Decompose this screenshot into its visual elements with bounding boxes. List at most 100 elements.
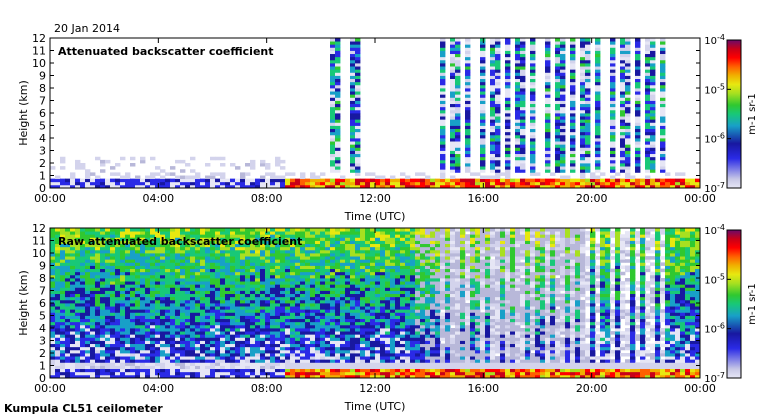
heatmap-cell [225, 340, 231, 345]
heatmap-cell [180, 371, 186, 376]
heatmap-cell [315, 231, 321, 235]
heatmap-cell [350, 128, 356, 133]
heatmap-cell [610, 131, 616, 136]
heatmap-cell [225, 306, 231, 310]
heatmap-cell [125, 334, 131, 338]
heatmap-cell [360, 237, 366, 241]
heatmap-cell [495, 169, 501, 173]
heatmap-cell [330, 113, 336, 117]
heatmap-cell [505, 119, 511, 123]
heatmap-cell [320, 181, 326, 186]
heatmap-cell [190, 365, 196, 370]
heatmap-cell [660, 116, 666, 120]
heatmap-cell [530, 100, 536, 105]
heatmap-cell [75, 237, 81, 241]
heatmap-cell [495, 150, 501, 155]
heatmap-cell [240, 281, 246, 285]
heatmap-cell [50, 346, 56, 351]
heatmap-cell [595, 169, 601, 173]
heatmap-cell [505, 94, 511, 98]
heatmap-cell [680, 172, 686, 176]
heatmap-cell [175, 296, 181, 301]
heatmap-cell [130, 328, 136, 332]
heatmap-cell [265, 184, 271, 188]
heatmap-cell [115, 324, 121, 329]
heatmap-cell [65, 278, 71, 282]
heatmap-cell [130, 259, 136, 263]
heatmap-cell [100, 337, 106, 341]
heatmap-cell [115, 240, 121, 245]
heatmap-cell [335, 97, 341, 101]
heatmap-cell [90, 274, 96, 279]
heatmap-cell [165, 315, 171, 320]
heatmap-cell [195, 243, 201, 248]
heatmap-cell [240, 262, 246, 266]
heatmap-cell [455, 150, 461, 155]
heatmap-cell [65, 284, 71, 288]
heatmap-cell [360, 368, 366, 373]
heatmap-cell [480, 184, 486, 188]
heatmap-cell [515, 100, 521, 105]
heatmap-cell [180, 268, 186, 273]
heatmap-cell [125, 356, 131, 360]
heatmap-cell [105, 284, 111, 288]
heatmap-cell [265, 374, 271, 378]
heatmap-cell [250, 265, 256, 270]
heatmap-cell [515, 66, 521, 70]
heatmap-cell [495, 72, 501, 76]
heatmap-cell [150, 346, 156, 351]
heatmap-cell [110, 337, 116, 341]
heatmap-cell [230, 359, 236, 363]
heatmap-cell [350, 103, 356, 108]
heatmap-cell [140, 337, 146, 341]
heatmap-cell [155, 362, 161, 366]
heatmap-cell [185, 234, 191, 238]
heatmap-cell [505, 109, 511, 114]
heatmap-cell [100, 303, 106, 307]
heatmap-cell [255, 243, 261, 248]
heatmap-cell [275, 234, 281, 238]
heatmap-cell [465, 125, 471, 130]
heatmap-cell [490, 150, 496, 155]
heatmap-cell [220, 243, 226, 248]
heatmap-cell [315, 253, 321, 257]
heatmap-cell [545, 84, 551, 89]
heatmap-cell [145, 368, 151, 373]
heatmap-cell [270, 234, 276, 238]
heatmap-cell [480, 81, 486, 86]
heatmap-cell [70, 265, 76, 270]
heatmap-cell [155, 268, 161, 273]
heatmap-cell [135, 268, 141, 273]
heatmap-cell [135, 296, 141, 301]
heatmap-cell [70, 309, 76, 313]
heatmap-cell [265, 312, 271, 316]
heatmap-cell [150, 249, 156, 254]
heatmap-cell [360, 246, 366, 251]
heatmap-cell [335, 265, 341, 270]
heatmap-cell [345, 312, 351, 316]
heatmap-cell [140, 278, 146, 282]
heatmap-cell [595, 159, 601, 164]
heatmap-cell [185, 324, 191, 329]
heatmap-cell [260, 312, 266, 316]
heatmap-cell [545, 113, 551, 117]
heatmap-cell [120, 231, 126, 235]
heatmap-cell [610, 97, 616, 101]
heatmap-cell [465, 147, 471, 151]
heatmap-cell [165, 371, 171, 376]
heatmap-cell [190, 237, 196, 241]
heatmap-cell [205, 324, 211, 329]
heatmap-cell [595, 91, 601, 95]
heatmap-cell [230, 365, 236, 370]
heatmap-cell [265, 340, 271, 345]
heatmap-cell [70, 262, 76, 266]
heatmap-cell [215, 321, 221, 326]
heatmap-cell [135, 253, 141, 257]
heatmap-cell [380, 184, 386, 188]
heatmap-cell [560, 178, 566, 183]
heatmap-cell [325, 337, 331, 341]
heatmap-cell [105, 243, 111, 248]
heatmap-cell [145, 349, 151, 354]
heatmap-cell [345, 249, 351, 254]
